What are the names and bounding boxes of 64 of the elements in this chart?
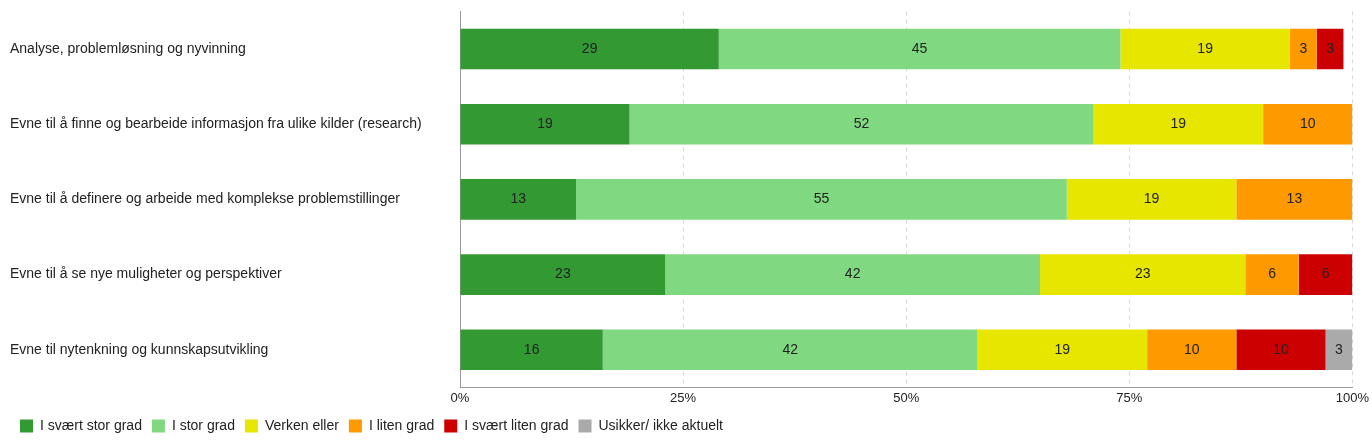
- bar: [1236, 179, 1353, 220]
- bar: [1040, 254, 1246, 295]
- bar: [1245, 254, 1299, 295]
- data-label: 23: [1134, 265, 1151, 282]
- legend-label: I svært liten grad: [464, 416, 569, 433]
- bar: [977, 329, 1148, 371]
- bar: [1298, 254, 1353, 295]
- bar: [665, 254, 1041, 295]
- bar: [1316, 28, 1344, 70]
- data-label: 29: [581, 39, 598, 56]
- bar: [1066, 179, 1237, 220]
- data-label: 42: [844, 265, 861, 282]
- legend-label: I svært stor grad: [40, 416, 142, 433]
- legend-label: I stor grad: [171, 416, 235, 433]
- bar: [602, 329, 978, 371]
- bar: [1263, 103, 1353, 145]
- data-label: 6: [1268, 265, 1277, 282]
- bar: [576, 179, 1067, 220]
- legend-label: Verken eller: [264, 416, 340, 433]
- y-tick-label: Evne til å se nye muligheter og perspektiver: [10, 265, 282, 282]
- data-label: 23: [555, 265, 571, 282]
- x-tick-label: 25%: [670, 389, 697, 405]
- x-tick-label: 75%: [1116, 389, 1143, 405]
- x-tick-label: 0%: [450, 389, 470, 405]
- data-label: 13: [1286, 190, 1303, 207]
- data-label: 19: [1197, 39, 1214, 56]
- y-tick-label: Analyse, problemløsning og nyvinning: [10, 39, 246, 56]
- data-label: 52: [853, 115, 870, 132]
- data-label: 55: [813, 190, 830, 207]
- y-tick-label: Evne til å definere og arbeide med komplekse problemstillinger: [10, 190, 401, 207]
- x-tick-label: 100%: [1335, 389, 1370, 405]
- bar: [718, 28, 1121, 70]
- bar: [460, 103, 630, 145]
- data-label: 3: [1335, 340, 1344, 357]
- bar: [1147, 329, 1237, 371]
- bar: [460, 329, 603, 371]
- data-label: 6: [1321, 265, 1330, 282]
- bar: [1325, 329, 1353, 371]
- bar: [460, 254, 666, 295]
- data-label: 3: [1299, 39, 1308, 56]
- data-label: 10: [1299, 115, 1316, 132]
- data-label: 19: [1143, 190, 1160, 207]
- bar: [1093, 103, 1264, 145]
- bar: [460, 179, 577, 220]
- bar: [1289, 28, 1317, 70]
- bar: [460, 28, 719, 70]
- legend-label: Usikker/ ikke aktuelt: [598, 416, 724, 433]
- data-label: 42: [782, 340, 799, 357]
- data-label: 13: [510, 190, 527, 207]
- bar: [629, 103, 1094, 145]
- data-label: 10: [1183, 340, 1200, 357]
- data-label: 19: [1054, 340, 1071, 357]
- bar: [1120, 28, 1290, 70]
- bar: [1236, 329, 1326, 371]
- y-tick-label: Evne til nytenkning og kunnskapsutvikling: [10, 340, 269, 357]
- data-label: 10: [1273, 340, 1289, 357]
- data-label: 19: [537, 115, 554, 132]
- data-label: 19: [1170, 115, 1187, 132]
- y-tick-label: Evne til å finne og bearbeide informasjon fra ulike kilder (research): [10, 115, 422, 132]
- x-tick-label: 50%: [893, 389, 920, 405]
- data-label: 45: [911, 39, 928, 56]
- data-label: 3: [1326, 39, 1335, 56]
- data-label: 16: [523, 340, 540, 357]
- legend-label: I liten grad: [368, 416, 435, 433]
